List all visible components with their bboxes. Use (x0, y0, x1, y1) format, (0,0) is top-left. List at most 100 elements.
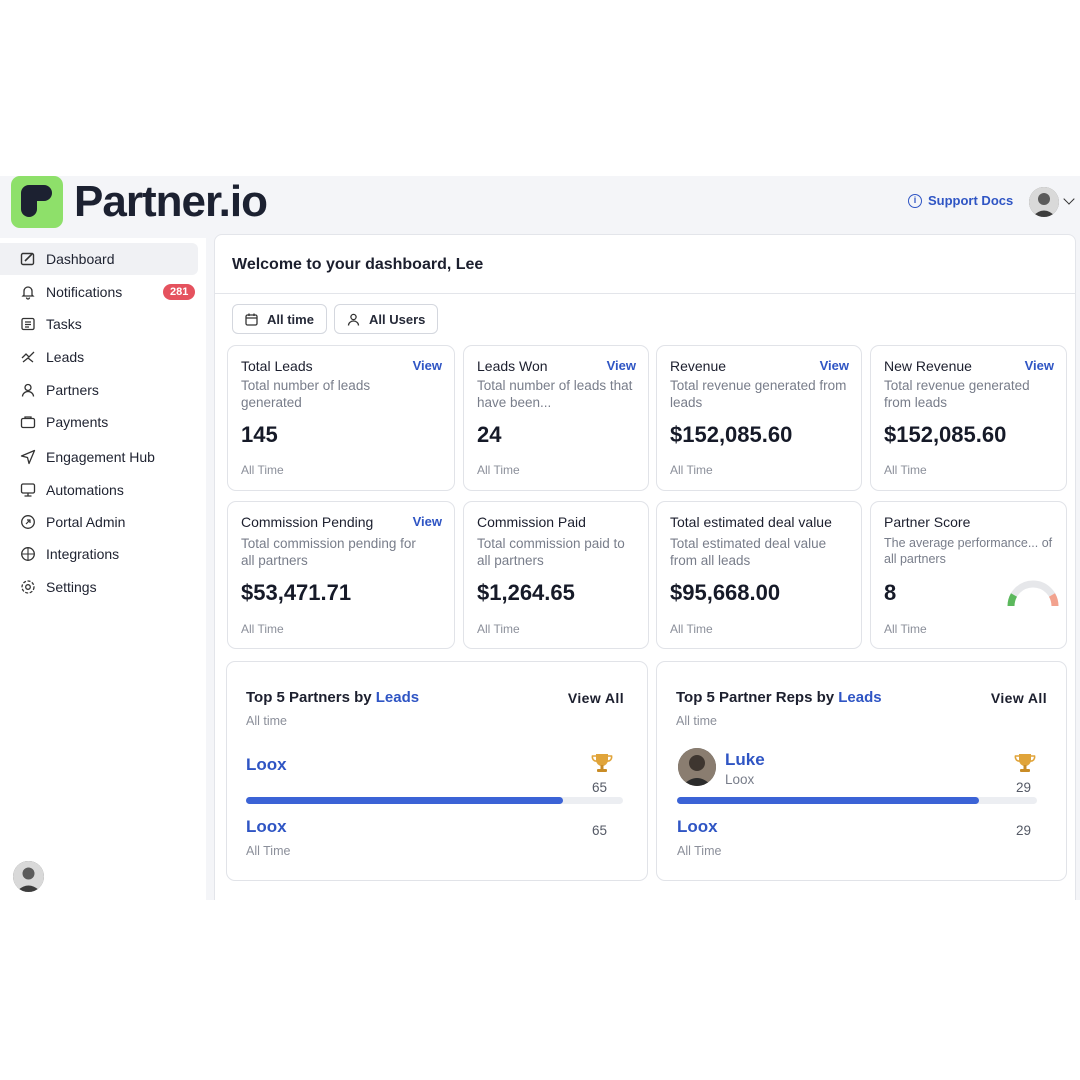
leaderboard-metric-select[interactable]: Leads (375, 689, 420, 706)
card-value: $1,264.65 (477, 580, 575, 605)
card-description: Total commission pending for all partner… (241, 536, 416, 568)
page-title: Welcome to your dashboard, Lee (232, 256, 484, 273)
card-period: All Time (884, 463, 927, 477)
leaderboard-row-period: All Time (246, 844, 291, 858)
card-description: Total revenue generated from leads (884, 378, 1030, 410)
info-icon: i (908, 193, 922, 208)
sidebar-item-partners[interactable]: Partners (0, 374, 198, 406)
card-title: New Revenue (884, 358, 972, 374)
user-avatar[interactable] (13, 861, 44, 892)
gear-icon (20, 579, 36, 595)
user-icon (347, 313, 360, 326)
card-description: Total number of leads generated (241, 378, 371, 410)
sidebar-item-label: Tasks (46, 316, 82, 332)
sidebar-item-label: Payments (46, 414, 109, 430)
card-description: Total estimated deal value from all lead… (670, 536, 827, 568)
top-partners-card: Top 5 Partners by Leads View All All tim… (226, 661, 648, 881)
lead-count: 65 (592, 780, 608, 795)
trophy-icon (1014, 754, 1036, 772)
leaderboard-title: Top 5 Partner Reps by Leads (676, 689, 882, 706)
dashboard-icon (20, 251, 36, 267)
metric-card-estimated-deal-value: Total estimated deal value Total estimat… (656, 501, 862, 649)
leaderboard-title-text: Top 5 Partner Reps by (676, 689, 839, 706)
view-all-link[interactable]: View All (567, 690, 624, 706)
rep-name-link[interactable]: Luke (725, 750, 765, 769)
card-value: $53,471.71 (241, 580, 352, 605)
bell-icon (20, 284, 36, 300)
card-value: 145 (241, 422, 278, 447)
card-period: All Time (670, 463, 713, 477)
lead-count: 29 (1016, 823, 1032, 838)
view-link[interactable]: View (412, 358, 442, 373)
view-link[interactable]: View (819, 358, 849, 373)
leaderboard-title: Top 5 Partners by Leads (246, 689, 419, 706)
sidebar-item-engagement-hub[interactable]: Engagement Hub (0, 441, 198, 473)
brand-name[interactable]: Partner.io (74, 177, 268, 226)
leaderboard-row-period: All Time (677, 844, 722, 858)
chevron-down-icon[interactable] (1063, 193, 1075, 205)
sidebar-item-label: Settings (46, 579, 97, 595)
card-value: 8 (884, 580, 897, 605)
sidebar-item-label: Portal Admin (46, 514, 126, 530)
card-title: Total Leads (241, 358, 313, 374)
card-period: All Time (241, 463, 284, 477)
view-link[interactable]: View (1024, 358, 1054, 373)
partners-icon (20, 382, 36, 398)
rep-name-link[interactable]: Loox (677, 817, 718, 836)
card-period: All Time (241, 622, 284, 636)
sidebar-item-label: Leads (46, 349, 85, 365)
support-docs-link[interactable]: i Support Docs (908, 193, 1013, 208)
score-gauge (1007, 580, 1059, 607)
user-avatar[interactable] (1029, 187, 1059, 217)
trophy-icon (591, 754, 613, 772)
sidebar-item-leads[interactable]: Leads (0, 341, 198, 373)
progress-bar (246, 797, 623, 804)
send-icon (20, 449, 36, 465)
partner-name-link[interactable]: Loox (246, 755, 287, 774)
sidebar-item-automations[interactable]: Automations (0, 474, 198, 506)
time-filter-label: All time (267, 311, 314, 327)
card-title: Revenue (670, 358, 727, 374)
sidebar-item-label: Notifications (46, 284, 123, 300)
sidebar-item-settings[interactable]: Settings (0, 571, 198, 603)
sidebar-item-label: Partners (46, 382, 99, 398)
view-all-link[interactable]: View All (990, 690, 1047, 706)
logo-mark (11, 176, 63, 228)
view-link[interactable]: View (606, 358, 636, 373)
progress-bar-fill (677, 797, 980, 804)
card-title: Commission Pending (241, 514, 374, 530)
sidebar-item-tasks[interactable]: Tasks (0, 308, 198, 340)
sidebar-item-label: Engagement Hub (46, 449, 155, 465)
sidebar-item-dashboard[interactable]: Dashboard (0, 243, 198, 275)
rep-avatar (678, 748, 716, 786)
card-description: The average performance... of all partne… (884, 536, 1053, 566)
card-period: All Time (477, 463, 520, 477)
card-value: $95,668.00 (670, 580, 781, 605)
progress-bar-fill (246, 797, 563, 804)
metric-card-commission-pending: Commission Pending View Total commission… (227, 501, 455, 649)
leaderboard-period: All time (246, 714, 287, 728)
portal-admin-icon (20, 514, 36, 530)
integrations-icon (20, 546, 36, 562)
view-link[interactable]: View (412, 514, 442, 529)
sidebar-item-label: Dashboard (46, 251, 115, 267)
notification-count-badge: 281 (163, 284, 196, 300)
partner-name-link[interactable]: Loox (246, 817, 287, 836)
users-filter-button[interactable]: All Users (334, 304, 439, 334)
sidebar-item-payments[interactable]: Payments (0, 406, 198, 438)
leaderboard-metric-select[interactable]: Leads (838, 689, 882, 706)
sidebar-item-portal-admin[interactable]: Portal Admin (0, 506, 198, 538)
app-window: Partner.io i Support Docs Dashboard No (0, 176, 1080, 900)
sidebar-item-integrations[interactable]: Integrations (0, 538, 198, 570)
metric-card-new-revenue: New Revenue View Total revenue generated… (870, 345, 1067, 491)
card-value: $152,085.60 (884, 422, 1007, 447)
metric-card-leads-won: Leads Won View Total number of leads tha… (463, 345, 649, 491)
sidebar-item-notifications[interactable]: Notifications 281 (0, 276, 198, 308)
card-value: 24 (477, 422, 502, 447)
card-period: All Time (670, 622, 713, 636)
sidebar: Dashboard Notifications 281 Tasks Leads (0, 238, 206, 900)
time-filter-button[interactable]: All time (232, 304, 327, 334)
card-period: All Time (477, 622, 520, 636)
leaderboard-title-text: Top 5 Partners by (246, 689, 376, 706)
card-value: $152,085.60 (670, 422, 793, 447)
